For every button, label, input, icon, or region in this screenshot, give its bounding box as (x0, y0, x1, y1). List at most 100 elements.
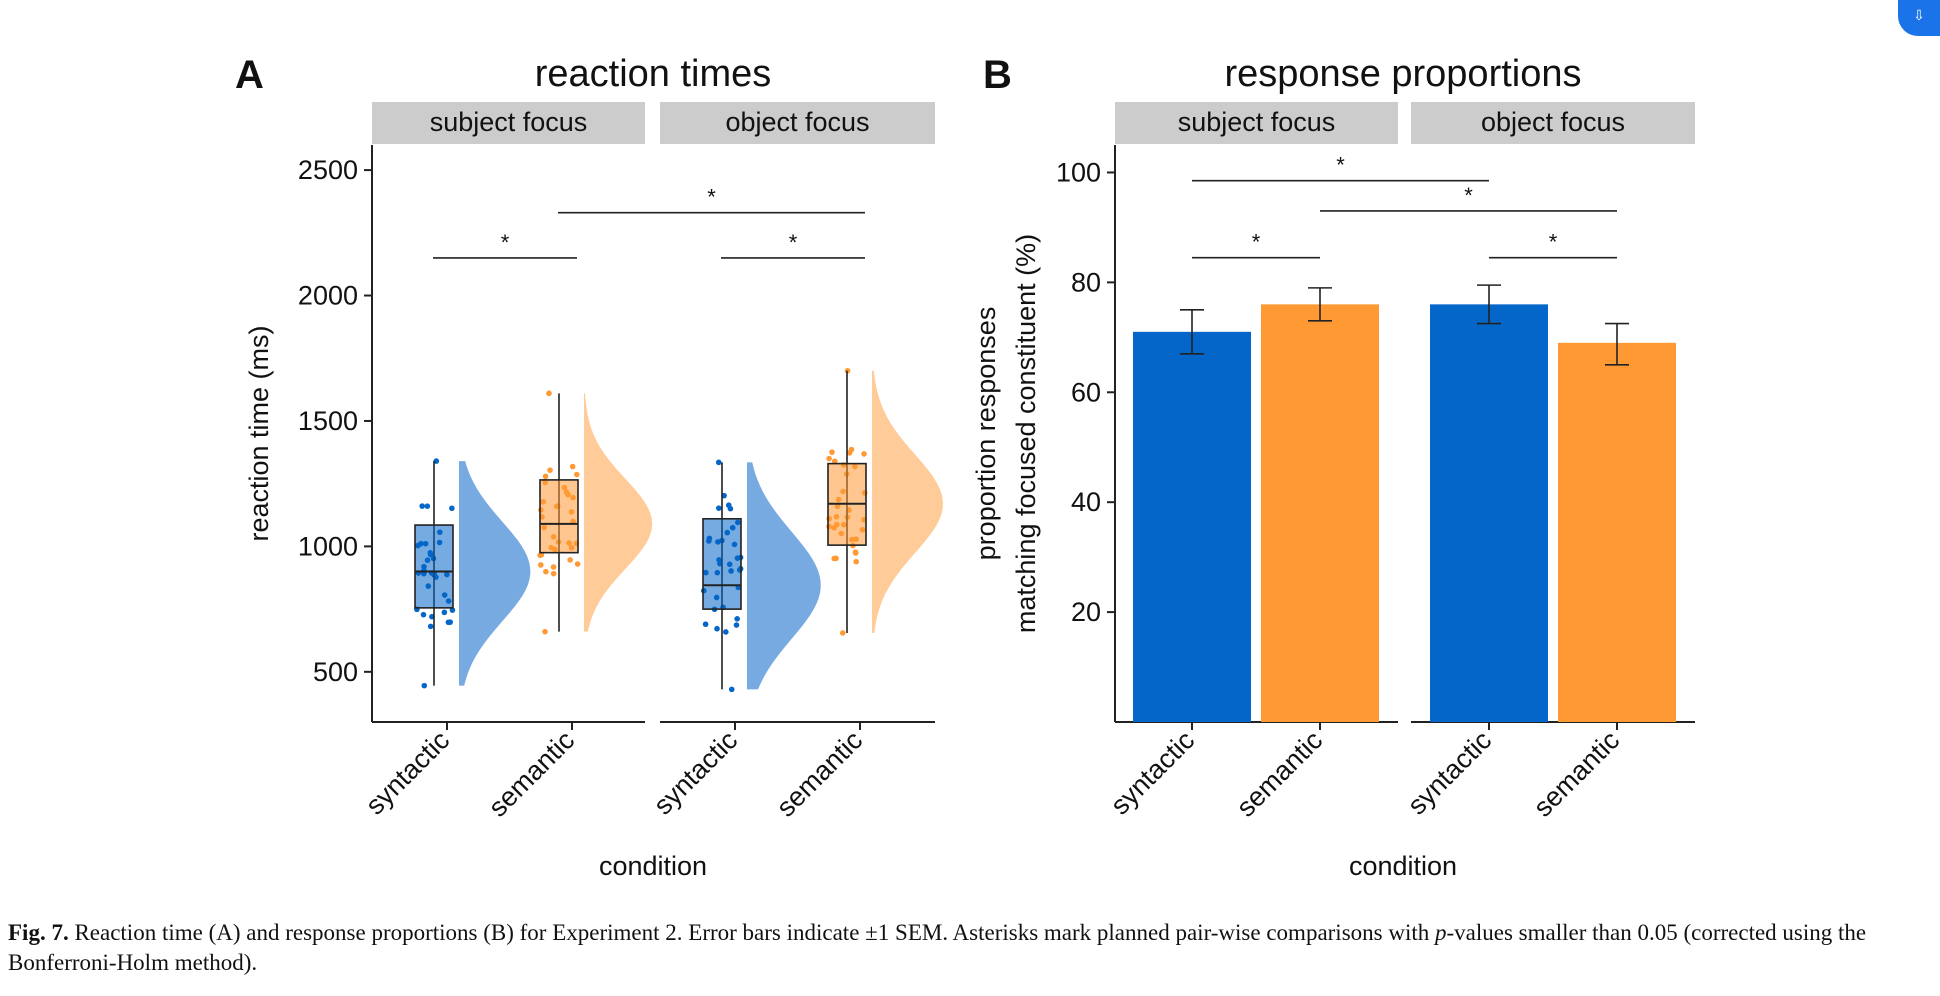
y-tick-label: 60 (1071, 377, 1101, 407)
data-point (702, 621, 709, 628)
bar (1430, 304, 1548, 722)
download-icon[interactable]: ⇩ (1898, 0, 1940, 36)
bar (1261, 304, 1379, 722)
significance-asterisk: * (1336, 153, 1345, 178)
data-point (542, 473, 549, 480)
data-point (839, 630, 846, 636)
panel-a-letter: A (235, 53, 264, 97)
data-point (852, 549, 859, 555)
data-point (715, 459, 722, 466)
data-point (567, 557, 573, 563)
data-point (861, 451, 867, 457)
facet-strip (372, 102, 645, 144)
data-point (734, 616, 740, 622)
y-tick-label: 1500 (298, 406, 358, 436)
y-tick-label: 20 (1071, 597, 1101, 627)
data-point (727, 505, 734, 512)
data-point (542, 628, 548, 635)
data-point (433, 458, 440, 464)
data-point (848, 446, 855, 453)
facet-strip (1411, 102, 1695, 144)
facet-label: object focus (725, 107, 869, 137)
data-point (441, 609, 448, 616)
significance-asterisk: * (1549, 230, 1558, 255)
significance-asterisk: * (1464, 183, 1473, 208)
x-tick-label: syntactic (648, 725, 743, 820)
facet-label: subject focus (430, 107, 588, 137)
caption-text: Reaction time (A) and response proportio… (68, 920, 1435, 945)
y-tick-label: 100 (1056, 157, 1101, 187)
data-point (427, 623, 434, 630)
y-tick-label: 2000 (298, 281, 358, 311)
significance-asterisk: * (1252, 230, 1261, 255)
data-point (537, 552, 543, 559)
data-point (715, 505, 722, 511)
y-axis-label: reaction time (ms) (244, 325, 274, 541)
box-iqr (414, 524, 454, 609)
x-tick-label: syntactic (1105, 725, 1200, 820)
violin-shape (459, 461, 531, 686)
data-point (546, 390, 552, 397)
data-point (447, 619, 453, 625)
x-axis-label: condition (1349, 851, 1457, 881)
facet-label: object focus (1481, 107, 1625, 137)
data-point (826, 455, 832, 462)
x-tick-label: semantic (483, 725, 581, 823)
significance-asterisk: * (501, 230, 510, 255)
data-point (550, 564, 557, 570)
caption-label: Fig. 7. (8, 920, 69, 945)
data-point (728, 686, 735, 693)
bar (1558, 342, 1676, 722)
data-point (723, 629, 729, 635)
data-point (537, 562, 544, 568)
violin-shape (747, 462, 821, 690)
data-point (547, 467, 553, 473)
x-tick-label: syntactic (1402, 725, 1497, 820)
y-tick-label: 1000 (298, 531, 358, 561)
violin-shape (584, 393, 653, 632)
y-tick-label: 80 (1071, 267, 1101, 297)
x-tick-label: syntactic (360, 725, 455, 820)
data-point (829, 449, 835, 455)
data-point (853, 558, 859, 565)
y-tick-label: 500 (313, 657, 358, 687)
data-point (543, 568, 549, 575)
y-axis-label: proportion responses (971, 307, 1001, 561)
data-point (733, 622, 740, 628)
caption-p-symbol: p (1435, 920, 1447, 945)
data-point (714, 625, 720, 632)
x-axis-label: condition (599, 851, 707, 881)
data-point (420, 611, 427, 618)
x-tick-label: semantic (771, 725, 869, 823)
data-point (449, 607, 456, 613)
x-tick-label: semantic (1231, 725, 1329, 823)
box-iqr (702, 517, 742, 610)
significance-asterisk: * (789, 230, 798, 255)
facet-strip (1115, 102, 1398, 144)
caption-text-end: -values smaller than 0.05 (corrected usi… (8, 920, 1867, 975)
facet-label: subject focus (1178, 107, 1336, 137)
data-point (573, 471, 580, 478)
data-point (833, 555, 839, 562)
panel-b-title: response proportions (1225, 53, 1582, 95)
bar (1133, 331, 1251, 722)
panel-b-letter: B (983, 53, 1012, 97)
x-tick-label: semantic (1528, 725, 1626, 823)
data-point (569, 463, 576, 470)
y-axis-label: matching focused constituent (%) (1011, 234, 1041, 633)
violin-shape (872, 370, 943, 633)
data-point (550, 570, 557, 577)
significance-asterisk: * (707, 185, 716, 210)
data-point (424, 503, 431, 509)
y-tick-label: 40 (1071, 487, 1101, 517)
figure-caption: Fig. 7. Reaction time (A) and response p… (8, 918, 1928, 978)
data-point (421, 682, 428, 689)
data-point (574, 561, 581, 567)
panel-a-title: reaction times (535, 53, 772, 95)
y-tick-label: 2500 (298, 155, 358, 185)
box-iqr (539, 479, 579, 554)
facet-strip (660, 102, 935, 144)
data-point (419, 503, 425, 509)
data-point (449, 505, 455, 512)
